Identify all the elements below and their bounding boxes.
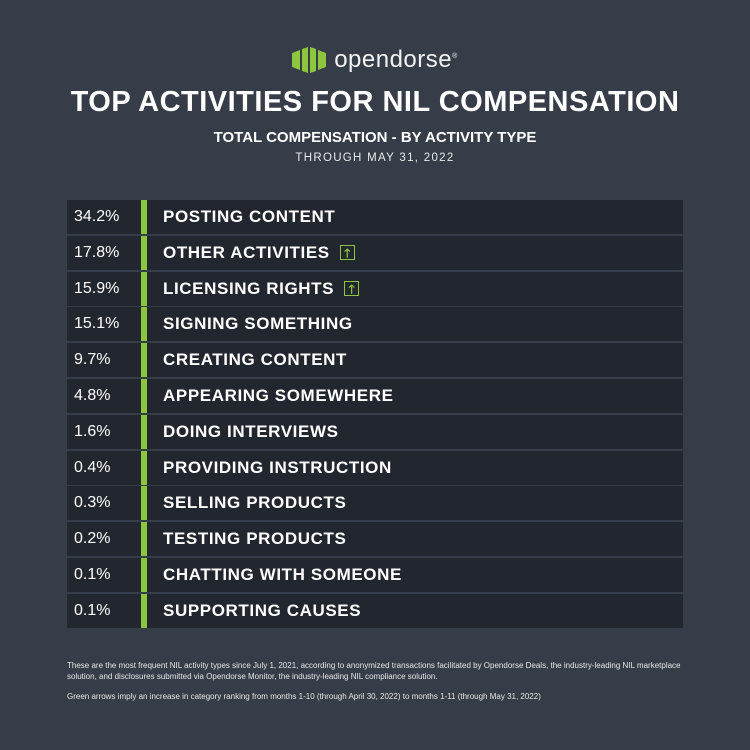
row-percent: 0.1% (74, 601, 111, 619)
footnote-arrows: Green arrows imply an increase in catego… (67, 692, 541, 701)
up-arrow-icon: 🡑 (344, 281, 360, 297)
row-accent-bar (141, 271, 147, 306)
row-label: SELLING PRODUCTS (163, 493, 347, 513)
row-label: CREATING CONTENT (163, 350, 347, 370)
table-row: 0.4% PROVIDING INSTRUCTION (67, 450, 683, 485)
row-label: DOING INTERVIEWS (163, 421, 339, 441)
row-label: LICENSING RIGHTS (163, 278, 335, 298)
table-row: 15.9% LICENSING RIGHTS 🡑 (67, 271, 683, 306)
row-label: SUPPORTING CAUSES (163, 600, 362, 620)
row-percent: 9.7% (74, 351, 111, 369)
row-label: TESTING PRODUCTS (163, 529, 347, 549)
table-row: 0.1% SUPPORTING CAUSES (67, 593, 683, 628)
row-percent: 15.9% (74, 279, 120, 297)
row-label: PROVIDING INSTRUCTION (163, 457, 392, 477)
table-row: 0.1% CHATTING WITH SOMEONE (67, 557, 683, 592)
row-accent-bar (141, 557, 147, 592)
row-percent: 15.1% (74, 315, 120, 333)
row-accent-bar (141, 200, 147, 234)
table-row: 9.7% CREATING CONTENT (67, 343, 683, 378)
row-percent: 0.4% (74, 458, 111, 476)
table-row: 34.2% POSTING CONTENT (67, 200, 683, 234)
row-accent-bar (141, 522, 147, 557)
page-title: TOP ACTIVITIES FOR NIL COMPENSATION (70, 86, 680, 118)
table-row: 0.2% TESTING PRODUCTS (67, 522, 683, 557)
table-row: 0.3% SELLING PRODUCTS (67, 486, 683, 521)
row-percent: 4.8% (74, 386, 111, 404)
row-accent-bar (141, 307, 147, 342)
row-label: CHATTING WITH SOMEONE (163, 564, 402, 584)
table-row: 17.8% OTHER ACTIVITIES 🡑 (67, 235, 683, 270)
row-accent-bar (141, 414, 147, 449)
row-accent-bar (141, 450, 147, 485)
brand-logo: opendorse® (0, 46, 750, 74)
activity-table: 34.2% POSTING CONTENT 17.8% OTHER ACTIVITIE… (67, 200, 683, 630)
row-accent-bar (141, 235, 147, 270)
row-accent-bar (141, 593, 147, 628)
date-range: THROUGH MAY 31, 2022 (295, 152, 455, 164)
footnotes: These are the most frequent NIL activity… (67, 660, 697, 711)
footnote-source: These are the most frequent NIL activity… (67, 661, 681, 681)
row-percent: 34.2% (74, 208, 120, 225)
up-arrow-icon: 🡑 (339, 245, 355, 261)
row-label: OTHER ACTIVITIES (163, 242, 330, 262)
table-row: 1.6% DOING INTERVIEWS (67, 414, 683, 449)
row-accent-bar (141, 486, 147, 521)
row-percent: 0.1% (74, 565, 111, 583)
row-percent: 0.3% (74, 494, 111, 512)
opendorse-logo-icon (292, 47, 327, 73)
row-accent-bar (141, 343, 147, 378)
table-row: 4.8% APPEARING SOMEWHERE (67, 378, 683, 413)
row-label: APPEARING SOMEWHERE (163, 385, 394, 405)
row-label: POSTING CONTENT (163, 207, 336, 226)
row-percent: 0.2% (74, 530, 111, 548)
row-label: SIGNING SOMETHING (163, 314, 353, 334)
subtitle: TOTAL COMPENSATION - BY ACTIVITY TYPE (213, 129, 537, 146)
table-row: 15.1% SIGNING SOMETHING (67, 307, 683, 342)
row-accent-bar (141, 378, 147, 413)
brand-name: opendorse® (334, 46, 458, 73)
row-percent: 1.6% (74, 422, 111, 440)
row-percent: 17.8% (74, 243, 120, 261)
